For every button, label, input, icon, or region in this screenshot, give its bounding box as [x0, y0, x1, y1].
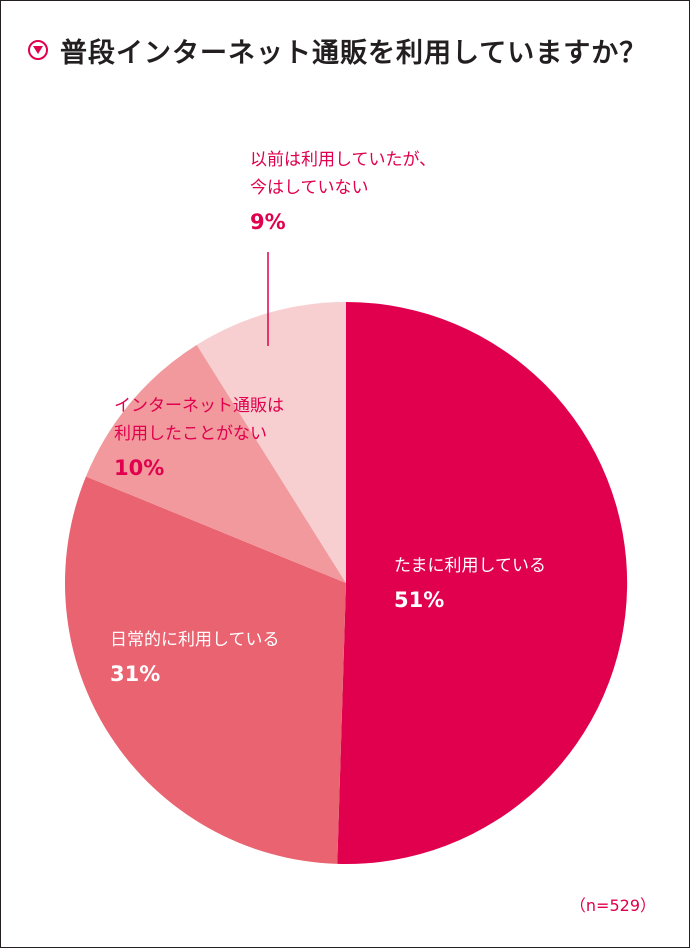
slice-label-nashi-2: 利用したことがない — [114, 424, 267, 444]
slice-pct-nashi: 10% — [114, 456, 165, 480]
label-slice-nichijo: 日常的に利用している 31% — [110, 626, 280, 686]
label-slice-izen: 以前は利用していたが、 今はしていない 9% — [250, 146, 436, 234]
pie-slice-nichijo — [64, 476, 347, 864]
slice-pct-izen: 9% — [250, 210, 286, 234]
slice-label-izen-2: 今はしていない — [250, 178, 369, 198]
chart-title-row: 普段インターネット通販を利用していますか？ — [28, 28, 647, 72]
slice-label-tamani: たまに利用している — [394, 556, 546, 576]
slice-pct-nichijo: 31% — [110, 662, 161, 686]
pie-slice-izen — [196, 301, 346, 583]
sample-size-note: （n=529） — [569, 896, 656, 915]
label-slice-nashi: インターネット通販は 利用したことがない 10% — [114, 392, 284, 480]
chevron-down-icon — [28, 40, 48, 60]
pie-slice-nashi — [85, 344, 346, 583]
slice-label-nichijo: 日常的に利用している — [110, 630, 280, 650]
chart-title: 普段インターネット通販を利用していますか？ — [60, 37, 648, 69]
pie-slice-tamani — [337, 302, 628, 865]
slice-label-nashi-1: インターネット通販は — [114, 396, 284, 416]
label-slice-tamani: たまに利用している 51% — [394, 552, 546, 612]
slice-label-izen-1: 以前は利用していたが、 — [250, 150, 437, 170]
slice-pct-tamani: 51% — [394, 588, 445, 612]
